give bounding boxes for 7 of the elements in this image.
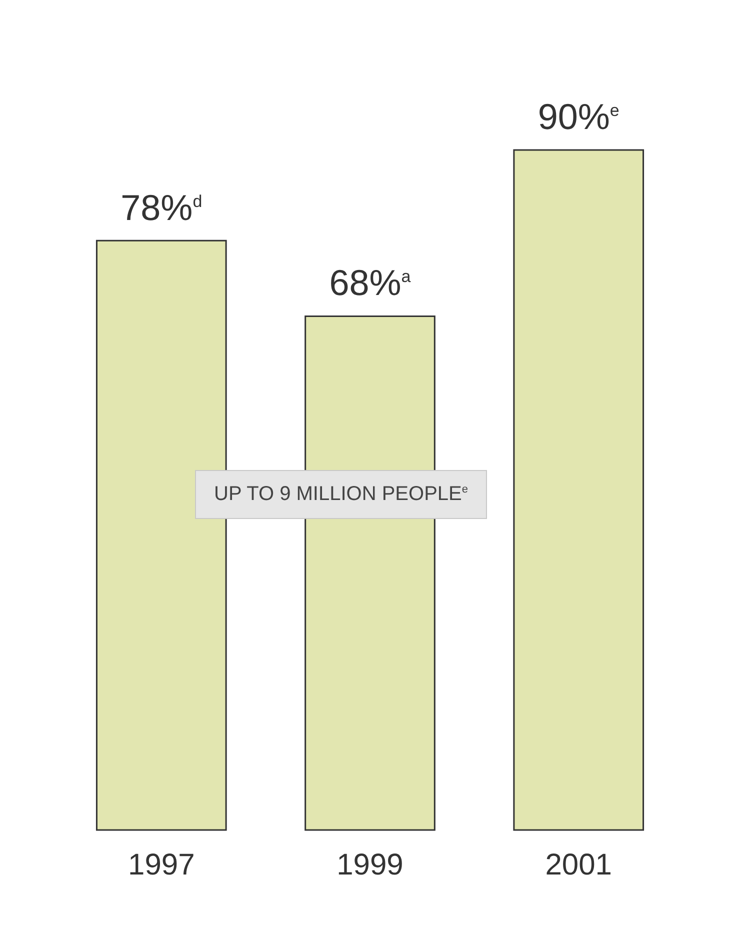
data-label: 68%$^{a}$	[329, 262, 411, 304]
annotation: UP TO 9 MILLION PEOPLE$^{e}$	[195, 470, 488, 519]
x-tick-label: 1997	[128, 848, 195, 882]
x-tick-label: 1999	[336, 848, 404, 882]
x-tick-label: 2001	[545, 848, 612, 882]
data-label: 90%$^{e}$	[538, 96, 620, 138]
data-label: 78%$^{d}$	[120, 186, 202, 229]
